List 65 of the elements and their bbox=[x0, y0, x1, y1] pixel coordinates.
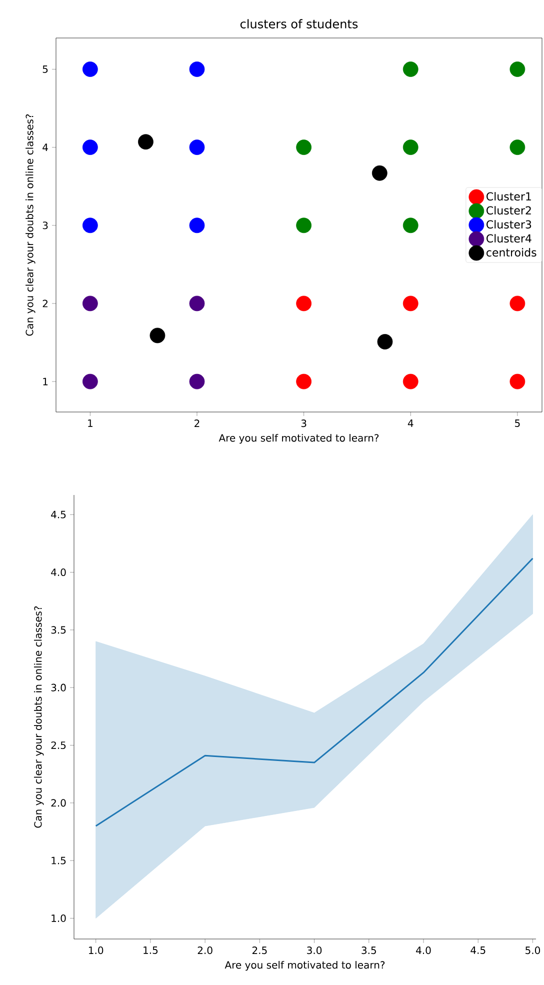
y-tick-label: 4.0 bbox=[51, 568, 66, 576]
legend-label: Cluster1 bbox=[486, 192, 531, 201]
x-tick-label: 1.0 bbox=[88, 946, 104, 954]
point bbox=[510, 62, 526, 77]
point bbox=[189, 374, 205, 390]
point bbox=[189, 296, 205, 312]
chart-title: clusters of students bbox=[240, 19, 358, 28]
point bbox=[189, 140, 205, 155]
x-tick-label: 3.5 bbox=[362, 946, 376, 954]
y-tick-label: 3 bbox=[42, 222, 48, 230]
x-tick-label: 4 bbox=[408, 420, 414, 427]
legend-label: Cluster4 bbox=[486, 234, 532, 243]
x-tick-label: 1 bbox=[88, 420, 92, 427]
y-tick-label: 3.5 bbox=[51, 626, 66, 634]
y-tick-label: 3.0 bbox=[51, 684, 66, 692]
point bbox=[296, 296, 312, 312]
x-tick-label: 5.0 bbox=[526, 946, 540, 954]
point bbox=[372, 165, 388, 181]
x-axis-title: Are you self motivated to learn? bbox=[218, 434, 379, 444]
point bbox=[82, 218, 98, 234]
point bbox=[189, 62, 205, 77]
point bbox=[82, 296, 98, 312]
y-axis-title: Can you clear your doubts in online classes? bbox=[34, 606, 44, 828]
y-tick-label: 2.0 bbox=[51, 799, 66, 807]
x-tick-label: 5 bbox=[515, 420, 520, 427]
point bbox=[510, 140, 526, 155]
point bbox=[150, 328, 166, 344]
point bbox=[402, 296, 418, 312]
point bbox=[510, 296, 526, 312]
y-tick-label: 4.5 bbox=[51, 510, 66, 518]
x-tick-label: 3.0 bbox=[307, 946, 322, 954]
x-tick-label: 2.0 bbox=[198, 946, 212, 954]
y-tick-label: 1 bbox=[43, 378, 48, 386]
point bbox=[138, 134, 154, 150]
point bbox=[82, 140, 98, 155]
y-tick-label: 1.0 bbox=[52, 914, 66, 922]
y-tick-label: 5 bbox=[42, 66, 48, 73]
legend-label: Cluster3 bbox=[486, 220, 532, 229]
point bbox=[402, 218, 418, 234]
point bbox=[402, 62, 418, 77]
y-tick-label: 2.5 bbox=[51, 741, 66, 750]
legend-label: centroids bbox=[486, 248, 536, 257]
y-axis-title: Can you clear your doubts in online classes? bbox=[26, 114, 36, 336]
point bbox=[377, 334, 393, 350]
y-tick-label: 4 bbox=[42, 144, 48, 151]
point bbox=[296, 374, 312, 390]
point bbox=[510, 374, 526, 390]
x-axis-title: Are you self motivated to learn? bbox=[224, 960, 385, 971]
point bbox=[402, 374, 418, 390]
y-tick-label: 2 bbox=[42, 300, 48, 308]
y-tick-label: 1.5 bbox=[52, 856, 66, 864]
line-series bbox=[95, 558, 534, 827]
x-tick-label: 4.0 bbox=[416, 946, 431, 954]
point bbox=[296, 140, 312, 155]
point bbox=[402, 140, 418, 155]
x-tick-label: 4.5 bbox=[470, 946, 486, 954]
x-tick-label: 1.5 bbox=[144, 946, 158, 954]
point bbox=[82, 62, 98, 77]
point bbox=[82, 374, 98, 390]
legend-label: Cluster2 bbox=[486, 206, 531, 215]
x-tick-label: 3 bbox=[301, 420, 306, 428]
x-tick-label: 2 bbox=[194, 420, 200, 427]
point bbox=[189, 218, 205, 234]
x-tick-label: 2.5 bbox=[252, 946, 267, 954]
point bbox=[296, 218, 312, 234]
